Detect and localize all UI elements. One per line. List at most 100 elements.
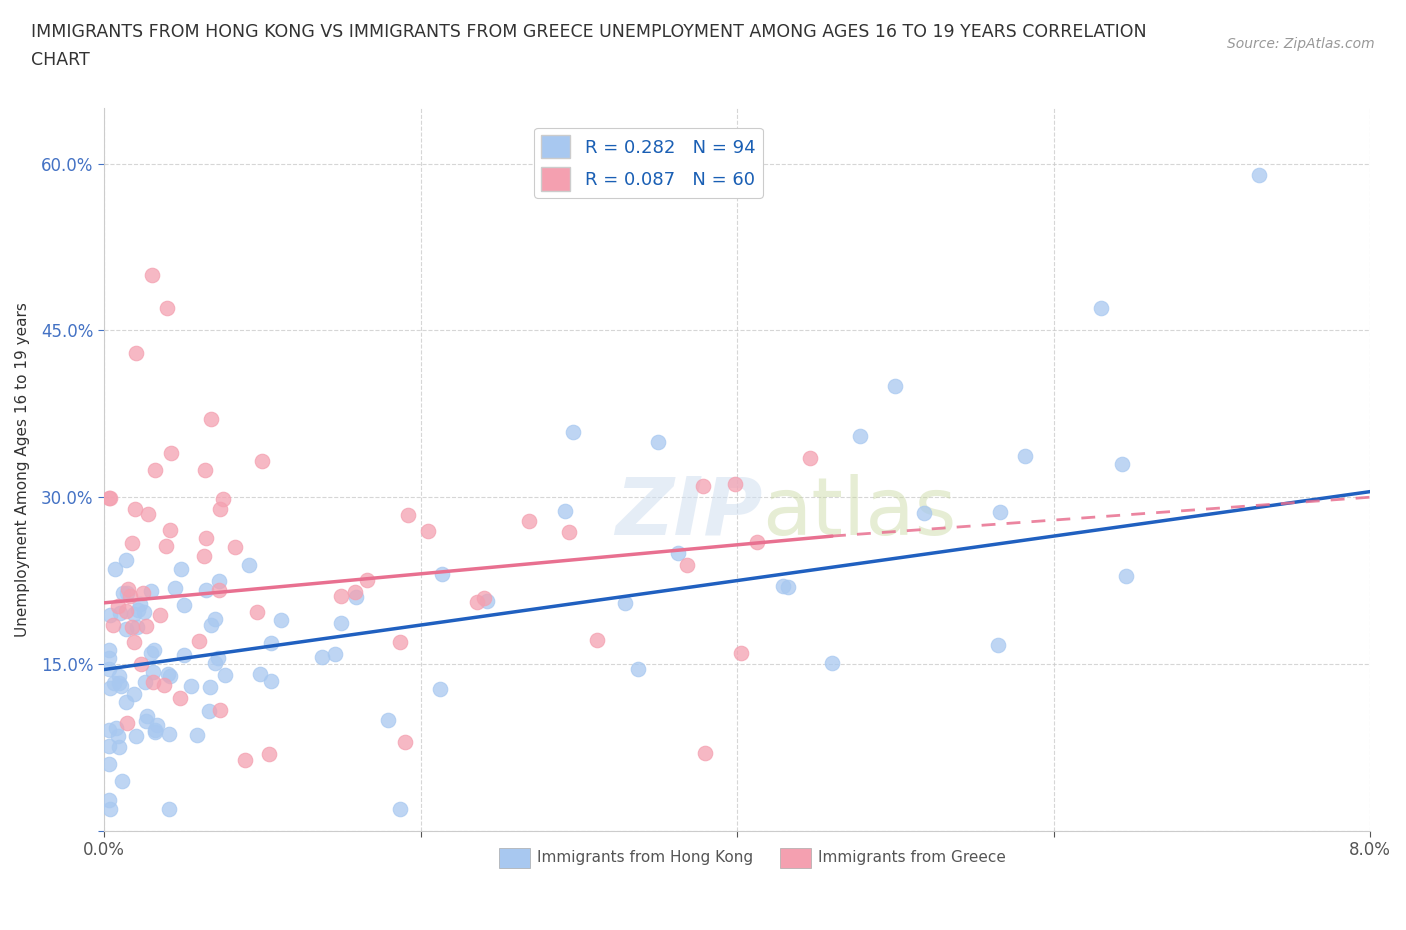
Point (208, 501, 231, 516)
Y-axis label: Unemployment Among Ages 16 to 19 years: Unemployment Among Ages 16 to 19 years (15, 302, 30, 637)
Point (396, 508, 419, 523)
Point (97, 723, 120, 737)
Point (330, 616, 353, 631)
Point (125, 728, 148, 743)
Point (115, 715, 138, 730)
Point (107, 729, 129, 744)
Point (195, 582, 218, 597)
Point (103, 618, 125, 632)
Point (148, 608, 170, 623)
Point (121, 619, 143, 634)
Point (180, 679, 202, 694)
Point (194, 531, 217, 546)
Point (142, 674, 165, 689)
Point (131, 657, 153, 671)
Point (155, 538, 177, 553)
Point (97, 642, 120, 657)
Point (98, 490, 121, 505)
Point (212, 492, 235, 507)
Point (108, 668, 131, 683)
Point (107, 739, 129, 754)
Point (98, 801, 121, 816)
Point (394, 735, 416, 750)
Point (912, 505, 935, 520)
Point (249, 667, 271, 682)
Point (115, 585, 138, 600)
Point (344, 590, 367, 604)
Point (97, 490, 120, 505)
Point (157, 667, 180, 682)
Point (103, 676, 125, 691)
Point (389, 635, 412, 650)
Point (143, 643, 166, 658)
Point (124, 345, 146, 360)
Point (146, 717, 169, 732)
Point (1111, 457, 1133, 472)
Point (270, 613, 292, 628)
Point (127, 603, 149, 618)
Point (136, 709, 159, 724)
Point (692, 478, 714, 493)
Point (475, 593, 498, 608)
Point (465, 594, 488, 609)
Point (138, 507, 160, 522)
Point (169, 690, 191, 705)
Point (209, 703, 232, 718)
Point (100, 607, 122, 622)
Point (208, 573, 231, 588)
Point (614, 595, 637, 610)
Point (187, 633, 209, 648)
Point (377, 712, 399, 727)
Point (776, 579, 799, 594)
Point (135, 714, 157, 729)
Point (97, 792, 120, 807)
Point (200, 412, 222, 427)
Point (194, 462, 217, 477)
Point (676, 557, 699, 572)
Point (132, 604, 155, 619)
Point (214, 668, 236, 683)
Text: Source: ZipAtlas.com: Source: ZipAtlas.com (1227, 37, 1375, 51)
Point (207, 582, 229, 597)
Text: atlas: atlas (762, 473, 956, 551)
Point (135, 618, 157, 633)
Point (343, 585, 366, 600)
Point (159, 669, 181, 684)
Point (561, 425, 583, 440)
Point (197, 704, 219, 719)
Point (207, 651, 229, 666)
Point (139, 583, 162, 598)
Point (115, 604, 138, 618)
Point (666, 545, 689, 560)
Point (745, 535, 768, 550)
Point (115, 694, 138, 709)
Point (772, 578, 794, 593)
Point (134, 675, 156, 690)
Point (170, 562, 193, 577)
Point (1249, 167, 1271, 182)
Point (141, 267, 163, 282)
Point (122, 687, 145, 702)
Point (193, 549, 215, 564)
Point (143, 724, 166, 739)
Point (1014, 448, 1036, 463)
Text: IMMIGRANTS FROM HONG KONG VS IMMIGRANTS FROM GREECE UNEMPLOYMENT AMONG AGES 16 T: IMMIGRANTS FROM HONG KONG VS IMMIGRANTS … (31, 23, 1146, 41)
Point (122, 606, 145, 621)
Point (107, 599, 129, 614)
Point (124, 501, 146, 516)
Point (558, 525, 581, 539)
Point (388, 801, 411, 816)
Point (260, 636, 283, 651)
Point (111, 774, 134, 789)
Point (233, 753, 256, 768)
Point (186, 727, 208, 742)
Point (647, 434, 669, 449)
Point (430, 566, 453, 581)
Point (517, 514, 540, 529)
Point (586, 632, 609, 647)
Point (98, 661, 121, 676)
Point (98, 651, 121, 666)
Point (173, 647, 195, 662)
Point (849, 429, 872, 444)
Point (1090, 300, 1112, 315)
